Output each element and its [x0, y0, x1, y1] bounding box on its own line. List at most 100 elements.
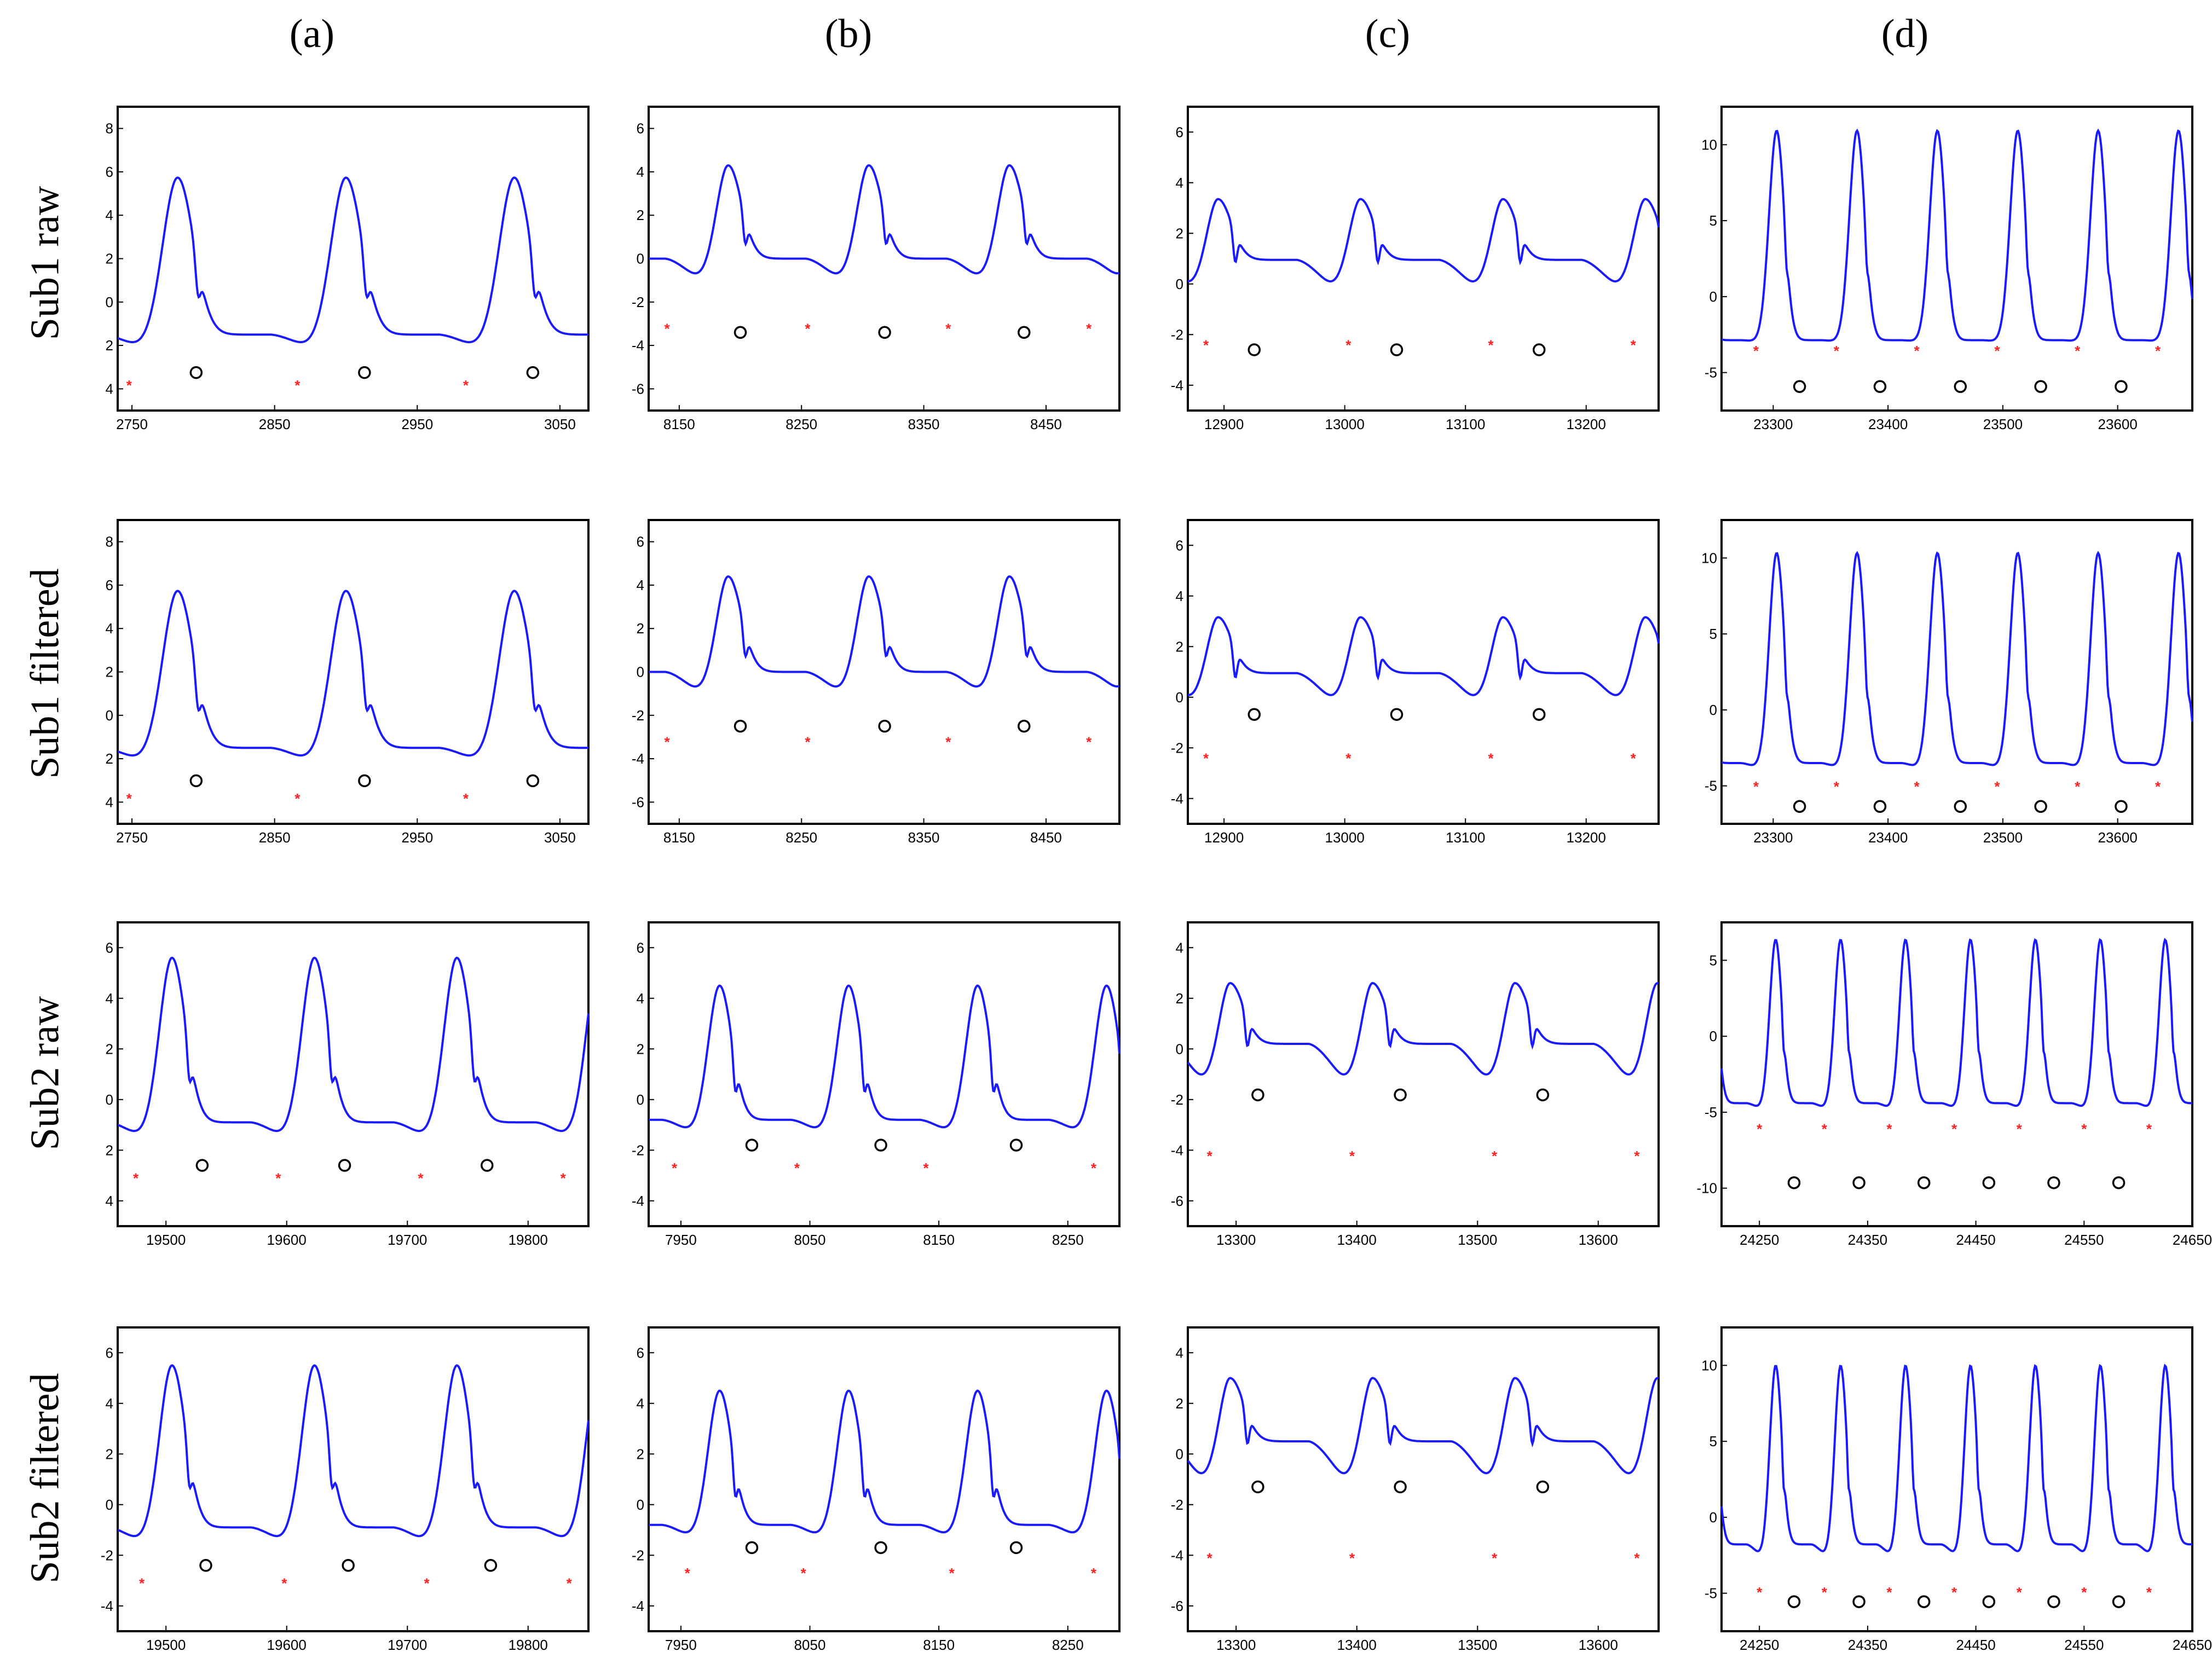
notch-marker: [1954, 380, 1967, 393]
minimum-marker: *: [2081, 1584, 2087, 1601]
minimum-marker: *: [1994, 778, 2000, 795]
y-tick-label: -2: [632, 1547, 644, 1563]
y-tick-label: 6: [637, 120, 644, 137]
signal-line: [117, 956, 590, 1133]
x-tick-label: 3050: [544, 416, 576, 432]
notch-marker: [1009, 1139, 1023, 1152]
plot-frame: [1720, 519, 2193, 825]
y-tick-label: 2: [1176, 225, 1183, 241]
y-tick-label: 4: [637, 990, 644, 1007]
y-tick-label: 2: [106, 750, 113, 767]
minimum-marker: *: [801, 1565, 807, 1581]
x-tick-label: 8150: [923, 1637, 955, 1653]
x-tick-label: 8150: [663, 829, 695, 846]
y-tick-label: -2: [1171, 740, 1183, 756]
notch-marker: [1917, 1595, 1931, 1608]
minimum-marker: *: [139, 1575, 145, 1592]
minimum-marker: *: [1634, 1550, 1640, 1566]
minimum-marker: *: [133, 1170, 139, 1187]
minimum-marker: *: [1951, 1121, 1957, 1137]
notch-marker: [874, 1139, 887, 1152]
plot-frame: [648, 106, 1121, 412]
x-tick-label: 23500: [1983, 416, 2023, 432]
x-tick-label: 8450: [1030, 829, 1062, 846]
y-tick-label: 0: [106, 707, 113, 724]
x-tick-label: 19500: [146, 1232, 186, 1248]
plot-frame: [117, 106, 590, 412]
minimum-marker: *: [1994, 343, 2000, 359]
y-tick-label: 2: [1176, 1395, 1183, 1412]
minimum-marker: *: [418, 1170, 424, 1187]
x-tick-label: 24550: [2064, 1232, 2104, 1248]
x-tick-label: 7950: [665, 1232, 697, 1248]
row-label-text: Sub2 raw: [22, 996, 68, 1150]
notch-marker: [1982, 1595, 1996, 1608]
minimum-marker: *: [275, 1170, 281, 1187]
y-tick-label: -2: [101, 1547, 113, 1563]
y-tick-label: 4: [637, 1395, 644, 1412]
x-tick-label: 13000: [1325, 416, 1365, 432]
signal-line: [1720, 938, 2192, 1107]
signal-line: [649, 1389, 1121, 1534]
y-tick-label: 2: [637, 207, 644, 223]
x-tick-label: 24550: [2064, 1637, 2104, 1653]
row-label-sub2-raw: Sub2 raw: [21, 920, 70, 1226]
x-tick-label: 2850: [259, 829, 291, 846]
y-tick-label: 4: [106, 1193, 113, 1209]
notch-marker: [2115, 380, 2128, 393]
minimum-marker: *: [1834, 778, 1840, 795]
minimum-marker: *: [1345, 750, 1352, 767]
minimum-marker: *: [923, 1160, 929, 1176]
y-tick-label: 0: [637, 251, 644, 267]
plot-frame: [1720, 921, 2193, 1227]
plot-frame: [1187, 106, 1660, 412]
minimum-marker: *: [1203, 337, 1209, 354]
y-tick-label: 2: [106, 1041, 113, 1057]
y-tick-label: -4: [1171, 790, 1183, 807]
minimum-marker: *: [1086, 320, 1092, 337]
notch-marker: [484, 1559, 498, 1572]
x-tick-label: 24450: [1956, 1232, 1995, 1248]
notch-marker: [1390, 708, 1404, 721]
minimum-marker: *: [1345, 337, 1352, 354]
notch-marker: [878, 326, 891, 339]
notch-marker: [2112, 1595, 2126, 1608]
y-tick-label: -5: [1705, 1104, 1717, 1120]
minimum-marker: *: [1203, 750, 1209, 767]
notch-marker: [1248, 343, 1261, 356]
y-tick-label: 8: [106, 534, 113, 550]
notch-marker: [1009, 1541, 1023, 1555]
y-tick-label: -4: [1171, 377, 1183, 394]
notch-marker: [2034, 800, 2047, 813]
y-tick-label: 4: [106, 380, 113, 397]
y-tick-label: 0: [106, 1497, 113, 1513]
y-tick-label: 6: [1176, 124, 1183, 140]
y-tick-label: 10: [1701, 136, 1717, 153]
chart-3-4: 5 0 -5 -10 24250 24350 24450 24550 24650 * * * * * * *: [1696, 921, 2212, 1248]
x-tick-label: 23300: [1753, 416, 1793, 432]
y-tick-label: -4: [632, 750, 644, 767]
x-tick-label: 23400: [1868, 829, 1908, 846]
notch-marker: [1394, 1480, 1407, 1494]
signal-line: [1187, 981, 1659, 1076]
y-tick-label: 4: [106, 990, 113, 1007]
column-label-d: (d): [1881, 11, 1929, 56]
signal-line: [1721, 128, 2193, 342]
x-tick-label: 2850: [259, 416, 291, 432]
y-tick-label: -6: [1171, 1598, 1183, 1614]
x-tick-label: 8250: [786, 829, 817, 846]
y-tick-label: 6: [637, 1344, 644, 1361]
y-tick-label: 6: [1176, 537, 1183, 553]
x-tick-label: 19600: [267, 1637, 307, 1653]
x-tick-label: 2750: [116, 829, 148, 846]
x-tick-label: 8350: [908, 416, 940, 432]
minimum-marker: *: [1757, 1121, 1763, 1137]
minimum-marker: *: [805, 320, 811, 337]
y-tick-label: -2: [1171, 326, 1183, 343]
y-tick-label: 5: [1709, 626, 1717, 642]
minimum-marker: *: [1886, 1121, 1892, 1137]
signal-line: [649, 575, 1120, 688]
minimum-marker: *: [294, 377, 301, 394]
y-tick-label: 6: [106, 164, 113, 180]
notch-marker: [195, 1159, 209, 1172]
